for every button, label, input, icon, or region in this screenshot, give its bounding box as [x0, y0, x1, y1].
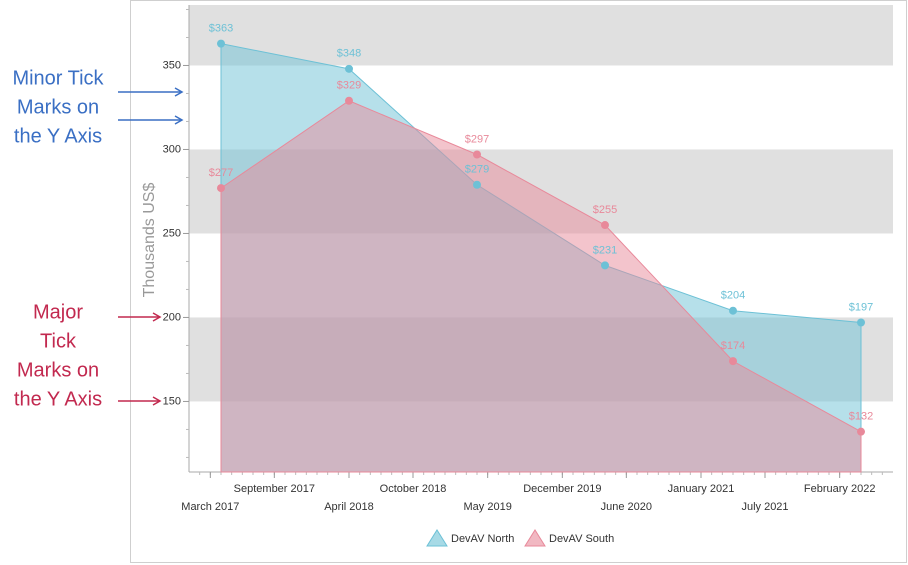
value-label: $363	[209, 23, 233, 35]
annotation-text: Major	[33, 301, 83, 323]
point	[601, 261, 609, 270]
annotation-text: Minor Tick	[12, 67, 104, 89]
point	[345, 64, 353, 73]
point	[729, 357, 737, 366]
annotation-arrowhead	[152, 396, 162, 406]
point	[217, 184, 225, 193]
x-tick-label: February 2022	[804, 483, 876, 495]
legend-swatch	[524, 529, 546, 547]
legend-label: DevAV North	[451, 533, 514, 545]
value-label: $279	[465, 164, 489, 176]
value-label: $348	[337, 48, 361, 60]
value-label: $231	[593, 244, 617, 256]
y-axis-label: Thousands US$	[141, 183, 158, 298]
x-tick-label: June 2020	[601, 501, 652, 513]
value-label: $329	[337, 80, 361, 92]
point	[857, 427, 865, 436]
annotation-text: Marks on	[17, 96, 99, 118]
annotation-text: Marks on	[17, 359, 99, 381]
value-label: $255	[593, 204, 617, 216]
x-tick-label: March 2017	[181, 501, 239, 513]
x-tick-label: September 2017	[234, 483, 315, 495]
interlaced-strip	[189, 5, 893, 66]
point	[729, 306, 737, 315]
value-label: $204	[721, 290, 745, 302]
y-tick-label: 300	[163, 143, 181, 155]
x-tick-label: December 2019	[523, 483, 601, 495]
annotation-arrowhead	[152, 312, 162, 322]
point	[217, 39, 225, 48]
annotation-text: Tick	[40, 330, 77, 352]
annotation-arrowhead	[174, 115, 184, 125]
x-tick-label: April 2018	[324, 501, 374, 513]
legend-label: DevAV South	[549, 533, 614, 545]
x-tick-label: January 2021	[668, 483, 735, 495]
value-label: $277	[209, 167, 233, 179]
point	[601, 221, 609, 230]
point	[345, 96, 353, 105]
point	[473, 150, 481, 159]
x-tick-label: May 2019	[464, 501, 512, 513]
x-tick-label: October 2018	[380, 483, 447, 495]
y-tick-label: 200	[163, 311, 181, 323]
annotation-text: the Y Axis	[14, 125, 102, 147]
value-label: $174	[721, 340, 745, 352]
value-label: $297	[465, 133, 489, 145]
point	[857, 318, 865, 327]
y-tick-label: 150	[163, 395, 181, 407]
annotation-text: the Y Axis	[14, 388, 102, 410]
y-tick-label: 250	[163, 227, 181, 239]
annotation-arrowhead	[174, 87, 184, 97]
x-tick-label: July 2021	[741, 501, 788, 513]
value-label: $197	[849, 301, 873, 313]
y-tick-label: 350	[163, 59, 181, 71]
legend-swatch	[426, 529, 448, 547]
value-label: $132	[849, 411, 873, 423]
point	[473, 180, 481, 189]
